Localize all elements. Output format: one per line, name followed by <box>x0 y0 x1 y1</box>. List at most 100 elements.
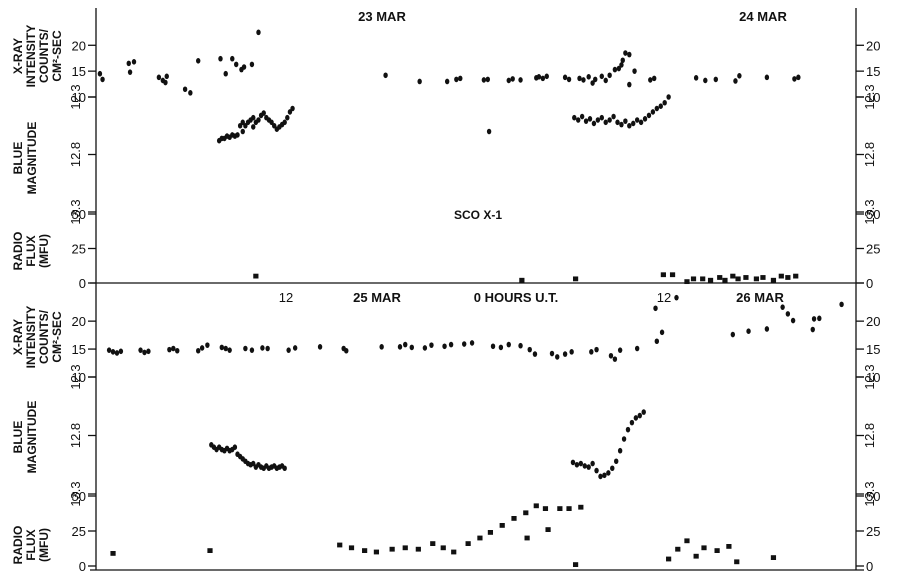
top-xray-tick-label-right-1: 15 <box>866 64 880 79</box>
top-radio-point-8 <box>707 277 714 283</box>
bottom-blue-point-47 <box>641 409 646 415</box>
bottom-xray-point-2 <box>114 350 120 356</box>
top-radio-point-12 <box>735 276 741 282</box>
top-blue-point-56 <box>666 94 671 100</box>
top-blue-point-47 <box>631 120 636 127</box>
bottom-xray-point-13 <box>219 344 224 351</box>
top-blue-point-46 <box>627 122 632 129</box>
bottom-xray-point-47 <box>608 352 614 359</box>
bottom-xray-point-21 <box>292 345 298 351</box>
bottom-xray-point-58 <box>780 304 785 310</box>
bottom-radio-point-11 <box>451 549 457 555</box>
top-blue-tick-label-left-0: 12.3 <box>68 84 83 109</box>
top-blue-point-20 <box>269 119 274 126</box>
bottom-radio-point-25 <box>572 562 579 567</box>
top-xray-point-50 <box>627 81 632 88</box>
bottom-radio-point-24 <box>545 527 551 532</box>
top-blue-point-36 <box>587 116 593 122</box>
top-blue-point-38 <box>595 117 601 123</box>
top-radio-point-2 <box>572 276 579 282</box>
top-blue-tick-label-right-1: 12.8 <box>862 142 877 167</box>
top-blue-point-8 <box>237 122 243 129</box>
top-radio-label-1: RADIO <box>11 232 25 271</box>
bottom-xray-point-64 <box>839 301 844 308</box>
top-xray-point-18 <box>249 61 255 68</box>
top-xray-tick-label-left-2: 20 <box>72 38 86 53</box>
top-xray-ylabel: X-RAY INTENSITY COUNTS/ CM²-SEC <box>11 25 64 88</box>
bottom-blue-point-28 <box>282 465 287 472</box>
top-blue-point-13 <box>251 114 256 121</box>
bottom-blue-point-42 <box>621 436 627 442</box>
bottom-xray-point-39 <box>527 346 532 353</box>
bottom-xray-point-9 <box>175 347 180 354</box>
top-xray-point-48 <box>616 65 622 72</box>
bottom-xray-point-38 <box>518 342 523 349</box>
top-blue-point-21 <box>272 122 277 129</box>
bottom-blue-point-16 <box>251 460 256 467</box>
bottom-blue-tick-label-right-0: 12.3 <box>862 364 877 389</box>
bottom-xray-point-17 <box>249 347 255 353</box>
bottom-radio-label-1: RADIO <box>11 526 25 565</box>
bottom-radio-point-32 <box>726 544 732 549</box>
top-radio-point-15 <box>760 275 766 280</box>
top-radio-point-0 <box>253 273 259 279</box>
bottom-xray-point-60 <box>790 317 796 324</box>
bottom-radio-point-27 <box>675 546 681 552</box>
bottom-radio-point-16 <box>511 516 517 521</box>
bottom-xray-point-24 <box>344 347 349 354</box>
bottom-xray-point-18 <box>260 345 265 351</box>
bottom-xray-point-28 <box>409 344 414 351</box>
marks-layer <box>97 29 844 567</box>
top-radio-label-2: FLUX <box>24 235 38 266</box>
bottom-blue-label-2: MAGNITUDE <box>25 401 39 474</box>
bottom-xray-point-49 <box>617 347 623 353</box>
top-radio-point-19 <box>793 273 799 279</box>
bottom-xray-point-5 <box>142 349 147 356</box>
top-blue-point-33 <box>576 117 581 123</box>
bottom-xray-point-46 <box>594 346 599 353</box>
top-blue-point-10 <box>243 122 248 129</box>
bottom-blue-point-37 <box>602 472 607 479</box>
top-radio-point-13 <box>743 275 749 280</box>
top-xray-point-4 <box>131 59 137 65</box>
bottom-xray-point-12 <box>205 342 210 348</box>
bottom-xray-point-41 <box>549 350 555 357</box>
top-xray-point-21 <box>417 78 422 85</box>
top-xray-point-25 <box>481 77 487 83</box>
top-blue-point-29 <box>251 124 256 130</box>
top-xray-point-2 <box>126 60 131 67</box>
bottom-xray-point-57 <box>764 326 770 332</box>
top-blue-point-53 <box>654 105 660 112</box>
bottom-radio-tick-label-right-2: 50 <box>866 489 880 504</box>
bottom-xray-point-29 <box>422 345 428 351</box>
bottom-xray-point-36 <box>498 344 504 351</box>
bottom-blue-tick-label-left-1: 12.8 <box>68 423 83 448</box>
top-radio-point-9 <box>717 275 723 280</box>
top-blue-point-26 <box>285 114 290 121</box>
bottom-xray-point-1 <box>110 349 116 355</box>
hour-label-12-right: 12 <box>657 290 671 305</box>
top-xray-point-46 <box>627 51 632 58</box>
top-xray-point-39 <box>593 76 598 83</box>
bottom-axes-frame <box>90 283 864 571</box>
top-blue-point-25 <box>282 119 287 126</box>
hour-label-12-left: 12 <box>279 290 293 305</box>
top-blue-point-31 <box>486 128 492 135</box>
bottom-radio-point-28 <box>684 538 690 544</box>
bottom-radio-ylabel: RADIO FLUX (MFU) <box>11 526 51 565</box>
top-xray-point-55 <box>703 77 708 84</box>
top-xray-label-1: X-RAY <box>11 38 25 74</box>
bottom-xray-label-2: INTENSITY <box>24 306 38 369</box>
top-xray-point-35 <box>566 76 572 83</box>
bottom-xray-point-44 <box>569 349 574 355</box>
top-xray-label-2: INTENSITY <box>24 25 38 88</box>
top-xray-point-52 <box>648 77 653 83</box>
bottom-xray-point-33 <box>462 341 467 347</box>
bottom-xray-point-56 <box>746 328 751 334</box>
top-blue-point-27 <box>287 109 293 115</box>
bottom-xray-point-10 <box>196 347 201 354</box>
top-xray-point-28 <box>510 76 515 82</box>
top-xray-point-43 <box>612 66 618 73</box>
top-xray-point-13 <box>223 70 228 77</box>
bottom-radio-point-2 <box>337 542 343 548</box>
